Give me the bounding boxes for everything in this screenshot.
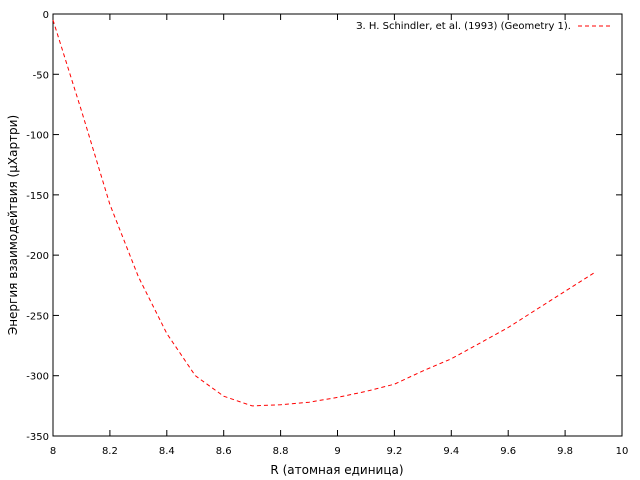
x-tick-label: 9.8 (557, 446, 573, 457)
x-tick-label: 8.6 (216, 446, 232, 457)
y-tick-label: -200 (26, 251, 49, 262)
y-tick-label: -350 (26, 432, 49, 443)
x-tick-label: 9 (334, 446, 340, 457)
x-tick-label: 8 (50, 446, 56, 457)
legend-label: З. H. Schindler, et al. (1993) (Geometry… (356, 21, 571, 32)
x-tick-label: 9.2 (386, 446, 402, 457)
y-tick-label: -150 (26, 191, 49, 202)
x-tick-label: 9.4 (443, 446, 459, 457)
y-axis-label: Энергия взаимодейтвия (μХартри) (6, 115, 20, 335)
series-line-0 (52, 19, 594, 407)
axis-ticks (52, 13, 623, 437)
x-tick-label: 8.8 (273, 446, 289, 457)
x-tick-label: 9.6 (500, 446, 516, 457)
plot-frame (52, 13, 623, 437)
x-tick-label: 10 (616, 446, 629, 457)
x-axis-label: R (атомная единица) (270, 463, 403, 477)
y-tick-label: -300 (26, 372, 49, 383)
legend: З. H. Schindler, et al. (1993) (Geometry… (356, 21, 611, 32)
tick-labels: 8 8.2 8.4 8.6 8.8 9 9.2 9.4 9.6 9.8 10 0 -50 -100 -150… (26, 10, 628, 457)
y-tick-label: -100 (26, 131, 49, 142)
x-tick-label: 8.4 (159, 446, 175, 457)
y-tick-label: -250 (26, 311, 49, 322)
y-tick-label: -50 (33, 70, 49, 81)
series-layer (52, 19, 594, 407)
y-tick-label: 0 (43, 10, 49, 21)
x-tick-label: 8.2 (102, 446, 118, 457)
